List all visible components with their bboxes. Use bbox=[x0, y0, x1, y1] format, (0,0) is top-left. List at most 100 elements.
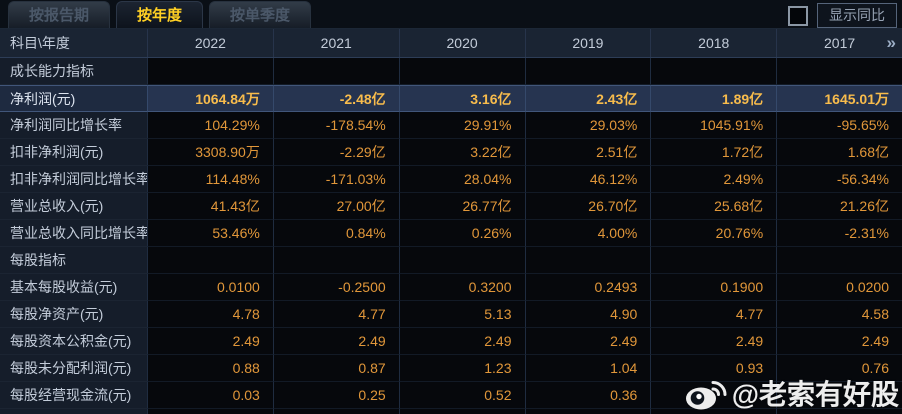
tab-by-quarter[interactable]: 按单季度 bbox=[209, 1, 312, 28]
table-row[interactable]: 扣非净利润同比增长率 114.48% -171.03% 28.04% 46.12… bbox=[0, 166, 902, 193]
table-row[interactable]: 营业总收入(元) 41.43亿 27.00亿 26.77亿 26.70亿 25.… bbox=[0, 193, 902, 220]
cell-2022: 4.78 bbox=[147, 301, 273, 328]
cell-2022: 114.48% bbox=[147, 166, 273, 193]
column-header-2022[interactable]: 2022 bbox=[147, 29, 273, 57]
column-header-2020[interactable]: 2020 bbox=[398, 29, 525, 57]
cell-2020: 26.77亿 bbox=[398, 193, 525, 220]
cell-2020 bbox=[398, 58, 525, 85]
cell-2018: 1045.91% bbox=[650, 112, 777, 139]
column-header-2017[interactable]: 2017 bbox=[776, 29, 902, 57]
tab-by-year[interactable]: 按年度 bbox=[116, 1, 204, 28]
row-label: 每股经营现金流(元) bbox=[0, 382, 147, 409]
cell-2022: 3308.90万 bbox=[147, 139, 273, 166]
table-row[interactable]: 营业总收入同比增长率 53.46% 0.84% 0.26% 4.00% 20.7… bbox=[0, 220, 902, 247]
cell-2021: 0.84% bbox=[272, 220, 399, 247]
corner-header-cell: 科目\年度 bbox=[10, 35, 70, 51]
column-header-2019[interactable]: 2019 bbox=[524, 29, 651, 57]
cell-2020: 28.04% bbox=[398, 166, 525, 193]
cell-2020: 0.3200 bbox=[398, 274, 525, 301]
cell-2021: 4.77 bbox=[272, 301, 399, 328]
table-row-partial bbox=[0, 409, 902, 414]
row-label: 每股指标 bbox=[0, 247, 147, 274]
cell-2022: 0.0100 bbox=[147, 274, 273, 301]
cell-2019 bbox=[524, 58, 651, 85]
table-header-row: 科目\年度 2022 2021 2020 2019 2018 2017» bbox=[0, 29, 902, 58]
column-header-2021[interactable]: 2021 bbox=[272, 29, 399, 57]
row-label: 营业总收入(元) bbox=[0, 193, 147, 220]
table-row[interactable]: 每股净资产(元) 4.78 4.77 5.13 4.90 4.77 4.58 bbox=[0, 301, 902, 328]
table-row[interactable]: 成长能力指标 bbox=[0, 58, 902, 85]
column-header-2018[interactable]: 2018 bbox=[650, 29, 776, 57]
cell-2021: 0.87 bbox=[272, 355, 399, 382]
cell-2018: 0.1900 bbox=[650, 274, 777, 301]
cell-2017: 1645.01万 bbox=[776, 85, 902, 112]
row-label bbox=[0, 409, 147, 414]
row-label: 成长能力指标 bbox=[0, 58, 147, 85]
cell-2019: 2.51亿 bbox=[524, 139, 651, 166]
cell-2022 bbox=[147, 409, 273, 414]
cell-2017: 21.26亿 bbox=[776, 193, 902, 220]
cell-2020: 1.23 bbox=[398, 355, 525, 382]
table-row[interactable]: 每股指标 bbox=[0, 247, 902, 274]
cell-2019: 4.00% bbox=[524, 220, 651, 247]
cell-2022: 0.03 bbox=[147, 382, 273, 409]
cell-2022: 41.43亿 bbox=[147, 193, 273, 220]
show-yoy-checkbox[interactable] bbox=[788, 5, 808, 26]
cell-2019 bbox=[524, 247, 651, 274]
table-row[interactable]: 每股经营现金流(元) 0.03 0.25 0.52 0.36 bbox=[0, 382, 902, 409]
cell-2020: 2.49 bbox=[398, 328, 525, 355]
cell-2020: 5.13 bbox=[398, 301, 525, 328]
row-label: 每股净资产(元) bbox=[0, 301, 147, 328]
table-row[interactable]: 净利润(元) 1064.84万 -2.48亿 3.16亿 2.43亿 1.89亿… bbox=[0, 85, 902, 112]
cell-2020 bbox=[398, 247, 525, 274]
row-label: 扣非净利润(元) bbox=[0, 139, 147, 166]
cell-2021 bbox=[272, 58, 399, 85]
table-row[interactable]: 每股未分配利润(元) 0.88 0.87 1.23 1.04 0.93 0.76 bbox=[0, 355, 902, 382]
cell-2020: 29.91% bbox=[398, 112, 525, 139]
cell-2021: 27.00亿 bbox=[272, 193, 399, 220]
cell-2019: 0.36 bbox=[524, 382, 651, 409]
cell-2018: 20.76% bbox=[650, 220, 777, 247]
row-label: 基本每股收益(元) bbox=[0, 274, 147, 301]
cell-2019: 46.12% bbox=[524, 166, 651, 193]
cell-2022: 104.29% bbox=[147, 112, 273, 139]
cell-2021: -2.48亿 bbox=[272, 85, 399, 112]
table-row[interactable]: 扣非净利润(元) 3308.90万 -2.29亿 3.22亿 2.51亿 1.7… bbox=[0, 139, 902, 166]
table-row[interactable]: 每股资本公积金(元) 2.49 2.49 2.49 2.49 2.49 2.49 bbox=[0, 328, 902, 355]
cell-2020: 3.22亿 bbox=[398, 139, 525, 166]
cell-2021: -171.03% bbox=[272, 166, 399, 193]
row-label: 营业总收入同比增长率 bbox=[0, 220, 147, 247]
header-controls: 显示同比 bbox=[788, 3, 897, 28]
cell-2017 bbox=[776, 247, 902, 274]
cell-2022: 0.88 bbox=[147, 355, 273, 382]
cell-2018: 1.72亿 bbox=[650, 139, 777, 166]
cell-2021: -178.54% bbox=[272, 112, 399, 139]
cell-2021: 2.49 bbox=[272, 328, 399, 355]
tab-by-report-period[interactable]: 按报告期 bbox=[8, 1, 111, 28]
table-row[interactable]: 净利润同比增长率 104.29% -178.54% 29.91% 29.03% … bbox=[0, 112, 902, 139]
cell-2022 bbox=[147, 58, 273, 85]
cell-2017 bbox=[776, 382, 902, 409]
cell-2021: -0.2500 bbox=[272, 274, 399, 301]
cell-2020 bbox=[398, 409, 525, 414]
cell-2017: 1.68亿 bbox=[776, 139, 902, 166]
row-label: 每股未分配利润(元) bbox=[0, 355, 147, 382]
row-label: 净利润(元) bbox=[0, 85, 147, 112]
cell-2017: -95.65% bbox=[776, 112, 902, 139]
cell-2021 bbox=[272, 247, 399, 274]
cell-2018: 0.93 bbox=[650, 355, 777, 382]
cell-2021 bbox=[272, 409, 399, 414]
cell-2019 bbox=[524, 409, 651, 414]
cell-2019: 4.90 bbox=[524, 301, 651, 328]
cell-2018 bbox=[650, 247, 777, 274]
more-columns-icon[interactable]: » bbox=[886, 33, 897, 52]
row-label: 每股资本公积金(元) bbox=[0, 328, 147, 355]
cell-2017: 0.76 bbox=[776, 355, 902, 382]
cell-2020: 3.16亿 bbox=[398, 85, 525, 112]
cell-2021: 0.25 bbox=[272, 382, 399, 409]
show-yoy-label[interactable]: 显示同比 bbox=[817, 3, 897, 28]
cell-2018 bbox=[650, 58, 777, 85]
cell-2022: 53.46% bbox=[147, 220, 273, 247]
table-row[interactable]: 基本每股收益(元) 0.0100 -0.2500 0.3200 0.2493 0… bbox=[0, 274, 902, 301]
